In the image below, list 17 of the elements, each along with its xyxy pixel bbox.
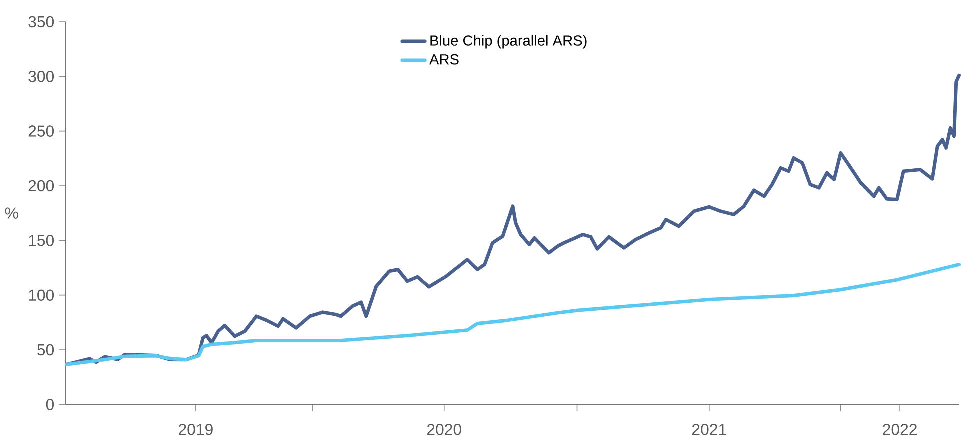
y-tick-label: 50 bbox=[38, 344, 54, 356]
x-tick-label: 2019 bbox=[179, 424, 213, 436]
legend-label: Blue Chip (parallel ARS) bbox=[430, 35, 587, 49]
y-tick-label: 350 bbox=[28, 16, 54, 28]
y-tick-label: 100 bbox=[29, 290, 54, 302]
line-series bbox=[64, 263, 961, 367]
x-tick-label: 2021 bbox=[692, 424, 726, 436]
line-series bbox=[64, 74, 961, 367]
x-tick-label: 2020 bbox=[427, 424, 462, 436]
y-tick-label: 200 bbox=[28, 180, 54, 192]
y-tick-label: 0 bbox=[46, 399, 54, 410]
legend-label: ARS bbox=[430, 54, 459, 65]
y-tick-label: 250 bbox=[28, 126, 54, 138]
y-tick-label: 150 bbox=[29, 235, 54, 246]
y-tick-label: 300 bbox=[28, 71, 54, 82]
x-tick-label: 2022 bbox=[883, 424, 917, 436]
y-axis-title: % bbox=[5, 208, 18, 220]
